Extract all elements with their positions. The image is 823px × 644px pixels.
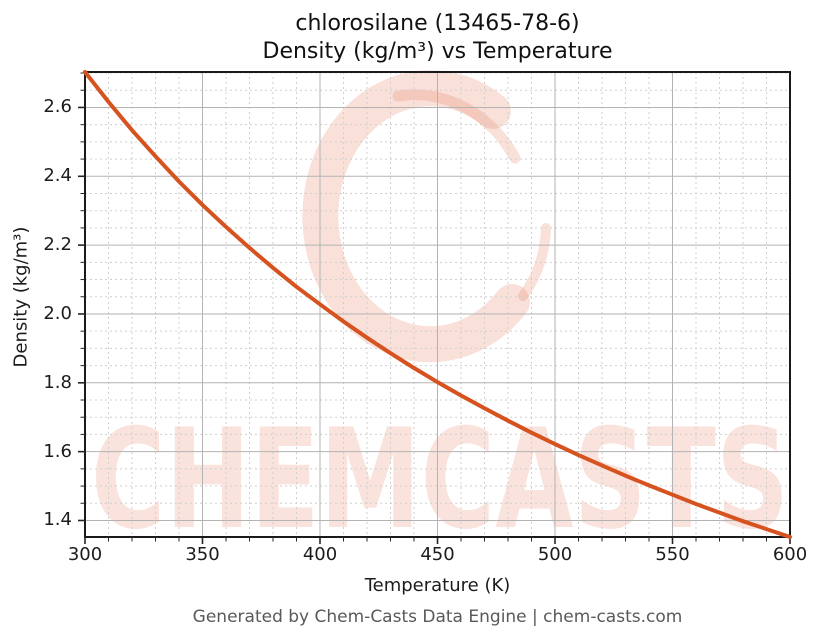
x-tick-label: 400 — [302, 544, 338, 565]
tick-marks — [78, 72, 791, 544]
y-tick-label: 1.6 — [43, 440, 72, 462]
x-tick-label: 350 — [185, 544, 220, 565]
watermark-text: CHEMCASTS — [91, 399, 789, 560]
y-tick-label: 2.6 — [43, 96, 72, 118]
x-tick-label: 300 — [67, 544, 103, 565]
watermark-logo-c-icon — [302, 70, 551, 363]
y-tick-label: 2.0 — [43, 302, 72, 324]
x-axis-label: Temperature (K) — [364, 575, 511, 596]
y-tick-label: 2.4 — [43, 165, 72, 187]
x-tick-label: 600 — [772, 544, 808, 565]
y-tick-label: 1.8 — [43, 371, 72, 393]
density-curve — [83, 70, 792, 539]
chart-title-line1: chlorosilane (13465-78-6) — [295, 11, 580, 36]
x-tick-label: 450 — [420, 544, 455, 565]
y-tick-label: 1.4 — [43, 509, 72, 531]
footer-credit: Generated by Chem-Casts Data Engine | ch… — [192, 607, 683, 627]
x-tick-label: 550 — [655, 544, 690, 565]
y-tick-label: 2.2 — [43, 234, 72, 256]
chart-title: chlorosilane (13465-78-6) Density (kg/m³… — [85, 10, 790, 66]
chart-title-line2: Density (kg/m³) vs Temperature — [262, 39, 613, 64]
x-tick-label: 500 — [537, 544, 573, 565]
